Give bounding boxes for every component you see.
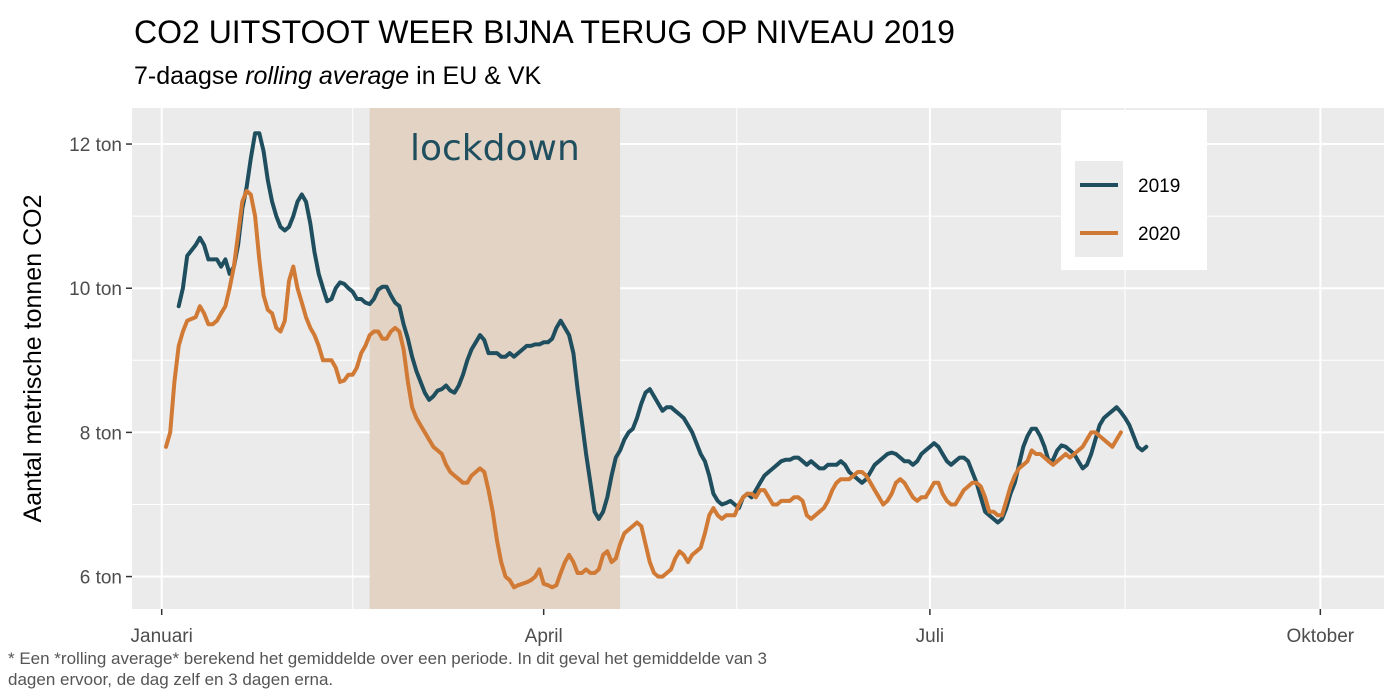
series-line-2019	[176, 131, 1149, 525]
chart-title: CO2 UITSTOOT WEER BIJNA TERUG OP NIVEAU …	[134, 14, 955, 50]
minor-gridlines	[132, 108, 1384, 609]
x-tick-label: April	[525, 626, 563, 647]
chart-subtitle: 7-daagse rolling average in EU & VK	[134, 62, 541, 91]
lockdown-label: lockdown	[410, 128, 580, 169]
legend-label-2019: 2019	[1138, 176, 1180, 197]
y-tick-label: 8 ton	[80, 423, 122, 444]
series-lines	[164, 131, 1149, 590]
legend: 2019 2020	[1061, 110, 1207, 270]
y-tick-label: 12 ton	[69, 135, 122, 156]
line-chart: lockdown 6 ton 8 ton 10 ton 12 ton Januari A…	[19, 108, 1384, 647]
legend-label-2020: 2020	[1138, 224, 1180, 245]
y-tick-label: 6 ton	[80, 568, 122, 589]
x-tick-label: Oktober	[1287, 626, 1355, 647]
subtitle-prefix: 7-daagse	[134, 62, 246, 90]
x-tick-label: Juli	[916, 626, 945, 647]
y-axis: 6 ton 8 ton 10 ton 12 ton	[69, 135, 132, 589]
y-axis-label: Aantal metrische tonnen CO2	[19, 195, 47, 523]
x-tick-label: Januari	[131, 626, 193, 647]
y-tick-label: 10 ton	[69, 279, 122, 300]
footnote: * Een *rolling average* berekend het gem…	[8, 649, 767, 689]
subtitle-emphasis: rolling average	[245, 62, 410, 90]
subtitle-suffix: in EU & VK	[409, 62, 542, 90]
x-axis: Januari April Juli Oktober	[131, 609, 1355, 647]
series-line-2020	[164, 188, 1123, 590]
